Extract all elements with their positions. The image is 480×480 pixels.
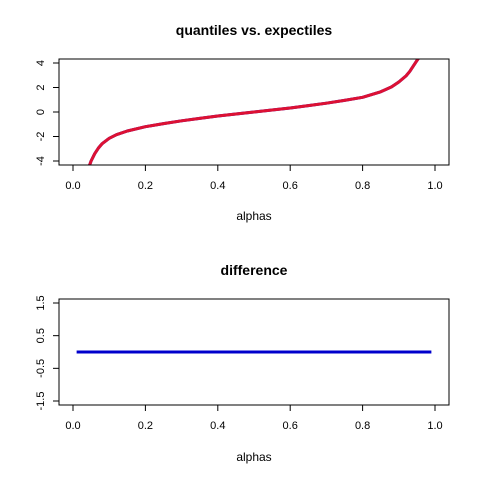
chart-title: difference — [221, 262, 288, 278]
x-tick-label: 0.4 — [210, 420, 225, 432]
chart-title: quantiles vs. expectiles — [176, 22, 333, 38]
x-tick-label: 0.8 — [355, 420, 370, 432]
y-tick-label: -0.5 — [35, 359, 47, 378]
difference-panel: difference 0.0 0.2 0.4 0.6 0.8 1.0 -1.5 -0.5 0.… — [35, 262, 450, 464]
x-tick-label: 0.0 — [65, 180, 80, 192]
x-tick-label: 0.8 — [355, 180, 370, 192]
y-tick-label: 2 — [35, 84, 47, 90]
x-axis: 0.0 0.2 0.4 0.6 0.8 1.0 — [65, 165, 443, 192]
x-tick-label: 0.2 — [138, 420, 153, 432]
x-tick-label: 0.4 — [210, 180, 225, 192]
quantiles-expectiles-panel: quantiles vs. expectiles 0.0 0.2 0.4 0.6 0.8… — [35, 22, 450, 223]
x-tick-label: 0.6 — [283, 420, 298, 432]
y-tick-label: 0.5 — [35, 328, 47, 343]
y-axis: -4 -2 0 2 4 — [35, 60, 59, 166]
series-group — [88, 59, 420, 165]
x-tick-label: 1.0 — [427, 180, 442, 192]
y-axis: -1.5 -0.5 0.5 1.5 — [35, 295, 59, 410]
y-tick-label: -2 — [35, 132, 47, 142]
x-axis: 0.0 0.2 0.4 0.6 0.8 1.0 — [65, 405, 443, 432]
y-tick-label: 0 — [35, 109, 47, 115]
x-tick-label: 0.2 — [138, 180, 153, 192]
x-tick-label: 1.0 — [427, 420, 442, 432]
x-tick-label: 0.6 — [283, 180, 298, 192]
plot-frame — [58, 298, 450, 406]
x-tick-label: 0.0 — [65, 420, 80, 432]
series-line-1 — [88, 59, 420, 165]
x-axis-label: alphas — [236, 450, 271, 464]
y-tick-label: -1.5 — [35, 392, 47, 411]
y-tick-label: 4 — [35, 60, 47, 66]
y-tick-label: -4 — [35, 156, 47, 166]
y-tick-label: 1.5 — [35, 295, 47, 310]
x-axis-label: alphas — [236, 209, 271, 223]
